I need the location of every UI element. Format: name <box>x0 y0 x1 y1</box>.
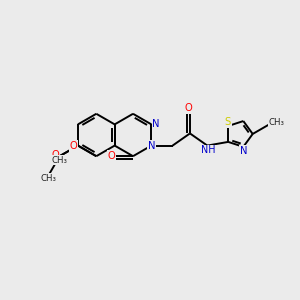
Text: O: O <box>52 150 59 160</box>
Text: O: O <box>70 141 78 151</box>
Text: O: O <box>184 103 192 113</box>
Text: CH₃: CH₃ <box>41 174 57 183</box>
Text: O: O <box>107 151 115 160</box>
Text: N: N <box>240 146 248 156</box>
Text: S: S <box>224 117 231 127</box>
Text: N: N <box>148 141 155 151</box>
Text: NH: NH <box>201 145 216 155</box>
Text: CH₃: CH₃ <box>268 118 284 127</box>
Text: N: N <box>152 119 160 129</box>
Text: CH₃: CH₃ <box>52 156 68 165</box>
